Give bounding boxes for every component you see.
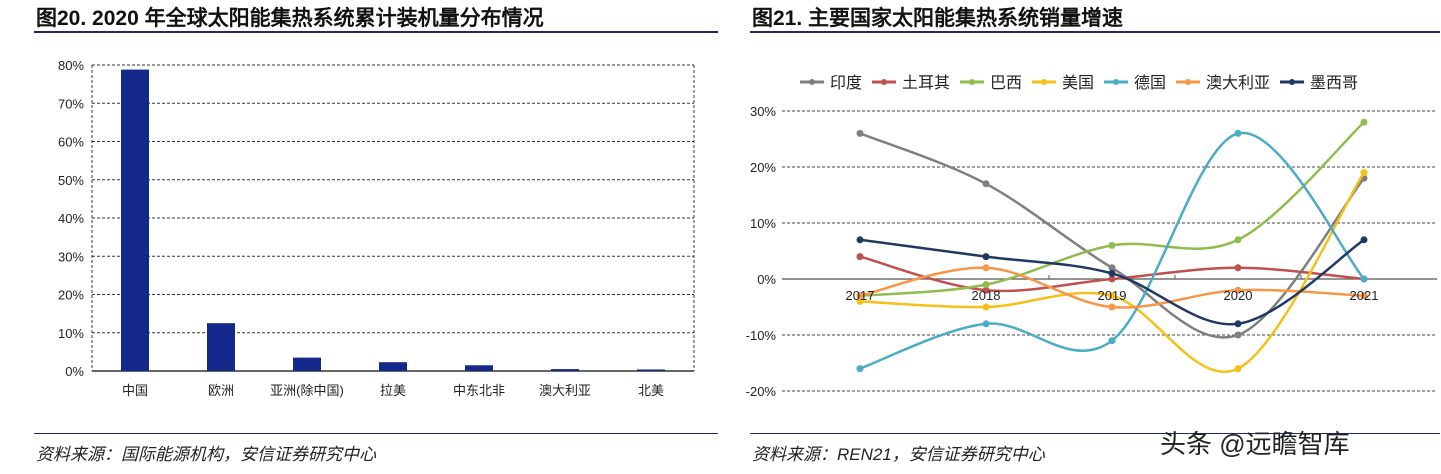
legend-marker bbox=[1289, 79, 1295, 85]
legend-marker bbox=[881, 79, 887, 85]
data-point bbox=[982, 286, 990, 294]
bar bbox=[207, 323, 235, 371]
data-point bbox=[982, 281, 990, 289]
y-tick-label: 60% bbox=[58, 135, 84, 150]
left-title-rule bbox=[34, 31, 718, 33]
legend-label: 墨西哥 bbox=[1310, 75, 1358, 92]
data-point bbox=[856, 365, 864, 373]
bar bbox=[465, 365, 493, 371]
y-tick-label: 0% bbox=[65, 364, 84, 379]
y-tick-label: -20% bbox=[746, 384, 777, 399]
x-tick-label: 2018 bbox=[972, 288, 1001, 303]
data-point bbox=[1108, 303, 1116, 311]
y-tick-label: 40% bbox=[58, 211, 84, 226]
left-chart-title: 图20. 2020 年全球太阳能集热系统累计装机量分布情况 bbox=[36, 7, 544, 30]
data-point bbox=[982, 180, 990, 188]
data-point bbox=[1234, 236, 1242, 244]
data-point bbox=[1234, 331, 1242, 339]
legend-label: 澳大利亚 bbox=[1206, 74, 1270, 92]
watermark: 头条 @远瞻智库 bbox=[1160, 429, 1350, 459]
data-point bbox=[982, 264, 990, 272]
y-tick-label: 20% bbox=[750, 160, 776, 175]
data-point bbox=[1360, 292, 1368, 300]
right-title-rule bbox=[750, 31, 1440, 33]
data-point bbox=[856, 292, 864, 300]
legend-marker bbox=[809, 79, 815, 85]
data-point bbox=[1360, 236, 1368, 244]
series-line-美国 bbox=[859, 171, 1366, 373]
data-point bbox=[856, 297, 864, 305]
legend-label: 土耳其 bbox=[902, 74, 950, 92]
legend-marker bbox=[1041, 79, 1047, 85]
bar bbox=[293, 357, 321, 371]
data-point bbox=[856, 253, 864, 261]
y-tick-label: -10% bbox=[746, 328, 777, 343]
y-tick-label: 10% bbox=[58, 326, 84, 341]
data-point bbox=[1234, 320, 1242, 328]
y-tick-label: 30% bbox=[58, 249, 84, 264]
data-point bbox=[1108, 241, 1116, 249]
legend-label: 巴西 bbox=[990, 75, 1022, 92]
data-point bbox=[1360, 275, 1368, 283]
legend-marker bbox=[1113, 79, 1119, 85]
y-tick-label: 80% bbox=[58, 58, 84, 73]
x-tick-label: 中国 bbox=[122, 383, 148, 398]
legend-label: 德国 bbox=[1134, 74, 1166, 92]
x-tick-label: 2020 bbox=[1224, 288, 1253, 303]
bar bbox=[637, 369, 665, 371]
x-tick-label: 北美 bbox=[638, 383, 664, 398]
data-point bbox=[1234, 129, 1242, 137]
x-tick-label: 2021 bbox=[1350, 288, 1379, 303]
data-point bbox=[982, 303, 990, 311]
x-tick-label: 澳大利亚 bbox=[539, 383, 591, 398]
data-point bbox=[1234, 286, 1242, 294]
series-line-印度 bbox=[859, 132, 1365, 339]
series-line-德国 bbox=[859, 131, 1365, 370]
y-tick-label: 10% bbox=[750, 216, 776, 231]
data-point bbox=[1360, 118, 1368, 126]
legend-marker bbox=[1185, 79, 1191, 85]
x-tick-label: 2019 bbox=[1098, 288, 1127, 303]
data-point bbox=[1234, 264, 1242, 272]
legend-label: 印度 bbox=[830, 74, 862, 92]
right-source: 资料来源：REN21，安信证券研究中心 bbox=[752, 445, 1045, 464]
y-tick-label: 30% bbox=[750, 104, 776, 119]
data-point bbox=[1108, 292, 1116, 300]
left-source: 资料来源：国际能源机构，安信证券研究中心 bbox=[36, 445, 376, 464]
data-point bbox=[1108, 264, 1116, 272]
bar bbox=[121, 69, 149, 371]
bar bbox=[379, 362, 407, 371]
left-footer-rule bbox=[34, 433, 718, 434]
right-chart-title: 图21. 主要国家太阳能集热系统销量增速 bbox=[752, 7, 1124, 30]
x-tick-label: 中东北非 bbox=[453, 383, 505, 398]
x-tick-label: 2017 bbox=[846, 288, 875, 303]
data-point bbox=[1108, 337, 1116, 345]
bar bbox=[551, 369, 579, 371]
data-point bbox=[982, 320, 990, 328]
data-point bbox=[982, 253, 990, 261]
y-tick-label: 50% bbox=[58, 173, 84, 188]
legend-label: 美国 bbox=[1062, 74, 1094, 92]
right-footer-rule bbox=[750, 433, 1440, 434]
x-tick-label: 欧洲 bbox=[208, 383, 234, 398]
data-point bbox=[856, 129, 864, 137]
data-point bbox=[1108, 275, 1116, 283]
data-point bbox=[1234, 365, 1242, 373]
legend-marker bbox=[969, 79, 975, 85]
data-point bbox=[856, 236, 864, 244]
data-point bbox=[1360, 169, 1368, 177]
y-tick-label: 0% bbox=[757, 272, 776, 287]
x-tick-label: 亚洲(除中国) bbox=[270, 383, 344, 398]
x-tick-label: 拉美 bbox=[380, 383, 406, 398]
y-tick-label: 20% bbox=[58, 288, 84, 303]
data-point bbox=[1108, 269, 1116, 277]
y-tick-label: 70% bbox=[58, 96, 84, 111]
